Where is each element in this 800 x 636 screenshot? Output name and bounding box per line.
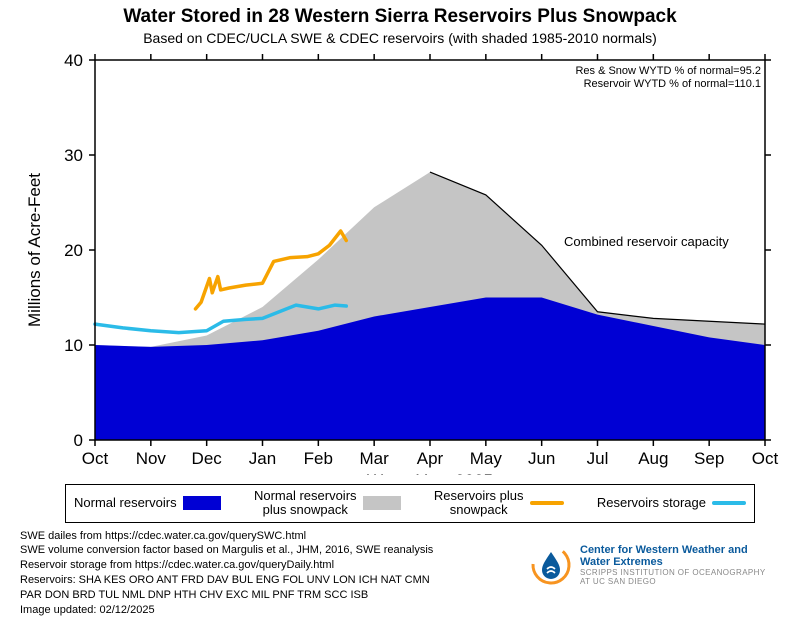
x-tick-label: Sep: [694, 449, 724, 468]
footnote-line: Image updated: 02/12/2025: [20, 603, 800, 618]
x-tick-label: Nov: [136, 449, 167, 468]
logo-subtitle: SCRIPPS INSTITUTION OF OCEANOGRAPHY: [580, 568, 770, 577]
legend: Normal reservoirs Normal reservoirs plus …: [65, 484, 755, 523]
chart-subtitle: Based on CDEC/UCLA SWE & CDEC reservoirs…: [0, 30, 800, 46]
x-tick-label: Oct: [752, 449, 779, 468]
attribution-logo: Center for Western Weather and Water Ext…: [530, 544, 770, 586]
x-tick-label: Feb: [304, 449, 333, 468]
chart-page: { "title": "Water Stored in 28 Western S…: [0, 0, 800, 636]
legend-item: Normal reservoirs: [74, 496, 221, 510]
chart-svg: 0 10 20 30 40 Oct Nov Dec Jan Feb Mar Apr May Jun Jul A…: [20, 50, 780, 475]
x-tick-label: Jan: [249, 449, 276, 468]
x-tick-label: Jul: [587, 449, 609, 468]
chart-area: 0 10 20 30 40 Oct Nov Dec Jan Feb Mar Apr May Jun Jul A…: [20, 50, 780, 478]
annotation-text: Reservoir WYTD % of normal=110.1: [584, 78, 761, 90]
legend-swatch: [363, 496, 401, 510]
x-tick-label: Aug: [638, 449, 668, 468]
legend-label: Reservoirs storage: [597, 496, 706, 510]
legend-item: Normal reservoirs plus snowpack: [254, 489, 401, 518]
x-axis-label: Water Year 2025: [367, 471, 493, 475]
capacity-label: Combined reservoir capacity: [564, 234, 729, 249]
y-tick-label: 10: [64, 336, 83, 355]
y-tick-label: 20: [64, 241, 83, 260]
x-tick-label: Mar: [360, 449, 390, 468]
legend-item: Reservoirs storage: [597, 496, 746, 510]
y-tick-label: 0: [74, 431, 83, 450]
legend-item: Reservoirs plus snowpack: [434, 489, 564, 518]
legend-swatch: [530, 501, 564, 505]
y-tick-label: 30: [64, 146, 83, 165]
x-tick-label: Jun: [528, 449, 555, 468]
logo-subtitle-2: AT UC SAN DIEGO: [580, 577, 770, 586]
x-tick-label: Dec: [192, 449, 223, 468]
y-tick-label: 40: [64, 51, 83, 70]
footnote-line: PAR DON BRD TUL NML DNP HTH CHV EXC MIL …: [20, 588, 800, 603]
drop-icon: [530, 544, 572, 586]
legend-swatch: [183, 496, 221, 510]
x-tick-label: Oct: [82, 449, 109, 468]
logo-title: Center for Western Weather and Water Ext…: [580, 544, 770, 568]
x-tick-label: May: [470, 449, 503, 468]
legend-swatch: [712, 501, 746, 505]
legend-label: Normal reservoirs plus snowpack: [254, 489, 357, 518]
legend-label: Reservoirs plus snowpack: [434, 489, 524, 518]
chart-title: Water Stored in 28 Western Sierra Reserv…: [0, 0, 800, 28]
y-axis-label: Millions of Acre-Feet: [25, 173, 44, 327]
legend-label: Normal reservoirs: [74, 496, 177, 510]
footnote-line: SWE dailes from https://cdec.water.ca.go…: [20, 529, 800, 544]
annotation-text: Res & Snow WYTD % of normal=95.2: [575, 65, 761, 77]
x-tick-label: Apr: [417, 449, 444, 468]
